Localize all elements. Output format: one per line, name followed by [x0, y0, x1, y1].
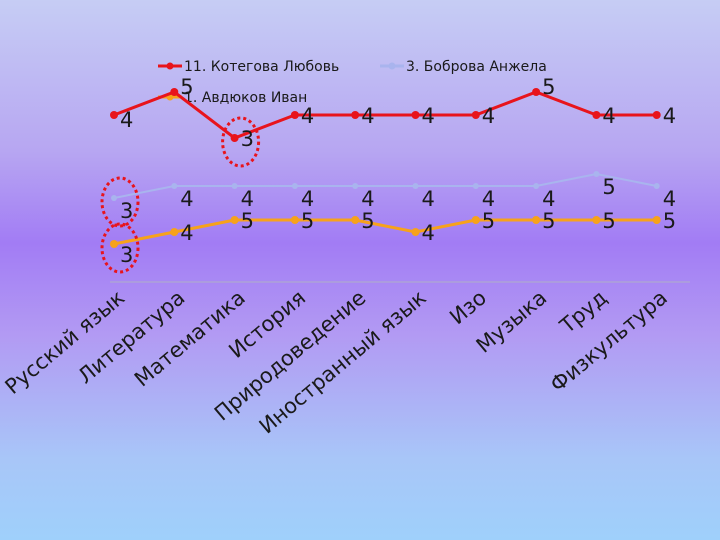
point-s1-9 [653, 183, 660, 189]
annotation-circle-2 [100, 222, 140, 274]
point-s0-6 [471, 111, 480, 119]
data-label-s2-3: 5 [301, 209, 314, 233]
point-s0-4 [351, 111, 360, 119]
data-label-s0-2: 3 [241, 127, 254, 151]
point-s2-1 [170, 228, 179, 236]
point-s2-9 [652, 216, 661, 224]
series-line-1 [113, 172, 657, 199]
point-s1-5 [412, 183, 419, 189]
data-label-s2-8: 5 [602, 209, 615, 233]
data-label-s0-5: 4 [422, 104, 435, 128]
data-label-s0-4: 4 [361, 104, 374, 128]
annotation-circle-0 [221, 116, 261, 168]
legend-label-0: 11. Котегова Любовь [184, 59, 339, 75]
data-label-s2-1: 4 [180, 221, 193, 245]
point-s0-0 [110, 111, 118, 119]
data-label-s2-5: 4 [422, 221, 435, 245]
data-label-s1-4: 4 [361, 187, 374, 211]
data-label-s0-1: 5 [180, 75, 193, 99]
point-s1-1 [171, 183, 178, 189]
legend-marker-0 [166, 62, 174, 70]
point-s2-5 [411, 228, 420, 236]
data-label-s2-2: 5 [241, 209, 254, 233]
data-label-s2-7: 5 [542, 209, 555, 233]
data-label-s2-9: 5 [663, 209, 676, 233]
series-line-2 [113, 218, 657, 246]
point-s0-5 [411, 111, 420, 119]
data-label-s0-7: 5 [542, 75, 555, 99]
x-tick-label-6: Изо [445, 285, 491, 329]
data-label-s2-6: 5 [482, 209, 495, 233]
data-label-s1-7: 4 [542, 187, 555, 211]
x-tick-labels: Русский языкЛитератураМатематикаИсторияП… [0, 285, 671, 438]
point-s1-3 [291, 183, 298, 189]
point-s1-8 [593, 171, 600, 177]
point-s1-0 [111, 195, 117, 201]
point-s0-1 [170, 88, 179, 96]
point-s0-7 [532, 88, 541, 96]
legend-label-2: 1. Авдюков Иван [184, 90, 307, 106]
data-label-s1-0: 3 [120, 199, 133, 223]
point-s0-3 [290, 111, 299, 119]
data-label-s1-5: 4 [422, 187, 435, 211]
data-label-s1-9: 4 [663, 187, 676, 211]
point-s2-8 [592, 216, 601, 224]
data-label-s0-6: 4 [482, 104, 495, 128]
data-label-s0-3: 4 [301, 104, 314, 128]
point-s1-6 [472, 183, 479, 189]
data-label-s2-4: 5 [361, 209, 374, 233]
point-s0-8 [592, 111, 601, 119]
point-s1-4 [352, 183, 359, 189]
point-s0-9 [652, 111, 661, 119]
annotation-layer [100, 116, 261, 274]
point-s2-7 [532, 216, 541, 224]
data-label-s2-0: 3 [120, 243, 133, 267]
legend-marker-1 [388, 62, 396, 70]
data-label-s1-2: 4 [241, 187, 254, 211]
point-s0-2 [230, 134, 239, 142]
point-s1-7 [533, 183, 540, 189]
point-s2-0 [110, 240, 118, 248]
point-s1-2 [231, 183, 238, 189]
data-label-s0-8: 4 [602, 104, 615, 128]
data-label-s0-9: 4 [663, 104, 676, 128]
data-label-s0-0: 4 [120, 108, 133, 132]
data-label-s1-6: 4 [482, 187, 495, 211]
data-label-s1-3: 4 [301, 187, 314, 211]
point-s2-3 [290, 216, 299, 224]
data-label-s1-1: 4 [180, 187, 193, 211]
point-s2-2 [230, 216, 239, 224]
point-s2-6 [471, 216, 480, 224]
point-s2-4 [351, 216, 360, 224]
legend: 11. Котегова Любовь 3. Боброва Анжела 1. А… [158, 59, 547, 106]
data-label-s1-8: 5 [602, 175, 615, 199]
legend-label-1: 3. Боброва Анжела [406, 59, 547, 75]
series-line-0 [113, 90, 657, 140]
annotation-circle-1 [100, 176, 140, 228]
